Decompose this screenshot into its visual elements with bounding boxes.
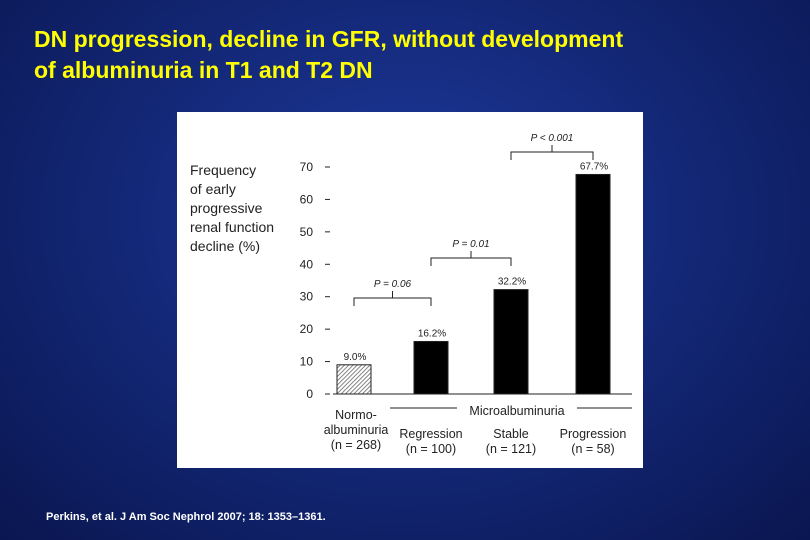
y-tick-label: 20 [300, 322, 314, 336]
bar [493, 289, 529, 395]
significance-label: P < 0.001 [531, 133, 574, 144]
category-label-line: (n = 268) [331, 438, 381, 452]
significance-label: P = 0.01 [452, 239, 489, 250]
bar-value-label: 16.2% [418, 328, 446, 339]
category-label-line: (n = 121) [486, 442, 536, 456]
bar-value-label: 67.7% [580, 161, 608, 172]
category-label-line: Regression [399, 427, 462, 441]
significance-bracket [353, 297, 432, 306]
bar-chart: Frequency of early progressive renal functi… [190, 133, 632, 456]
bar [336, 364, 372, 395]
y-tick-label: 60 [300, 192, 314, 206]
bar-value-label: 9.0% [344, 352, 367, 363]
y-tick-label: 70 [300, 160, 314, 174]
category-label-line: Stable [493, 427, 528, 441]
y-axis-label-line: renal function [190, 219, 274, 235]
y-tick-label: 30 [300, 290, 314, 304]
category-label-line: Normo- [335, 408, 377, 422]
y-tick-label: 10 [300, 355, 314, 369]
significance-bracket [430, 257, 512, 266]
y-axis-label-line: decline (%) [190, 238, 260, 254]
slide-title-line-1: DN progression, decline in GFR, without … [34, 26, 624, 52]
significance-label: P = 0.06 [374, 279, 412, 290]
slide-title: DN progression, decline in GFR, without … [34, 24, 794, 86]
citation: Perkins, et al. J Am Soc Nephrol 2007; 1… [46, 511, 326, 523]
y-tick-label: 40 [300, 257, 314, 271]
bar [413, 340, 449, 395]
y-tick-label: 0 [306, 387, 313, 401]
significance-bracket [510, 151, 594, 160]
y-axis-label-line: Frequency [190, 162, 256, 178]
y-tick-label: 50 [300, 225, 314, 239]
group-label: Microalbuminuria [469, 404, 564, 418]
category-label-line: albuminuria [324, 423, 389, 437]
slide-title-line-2: of albuminuria in T1 and T2 DN [34, 57, 373, 83]
category-label-line: (n = 100) [406, 442, 456, 456]
bar-value-label: 32.2% [498, 277, 526, 288]
bar [575, 173, 611, 395]
y-axis-label-line: of early [190, 181, 236, 197]
category-label-line: Progression [560, 427, 627, 441]
y-axis-label-line: progressive [190, 200, 263, 216]
chart-panel: Frequency of early progressive renal functi… [177, 112, 643, 468]
category-label-line: (n = 58) [571, 442, 614, 456]
group-label-background [457, 402, 577, 416]
